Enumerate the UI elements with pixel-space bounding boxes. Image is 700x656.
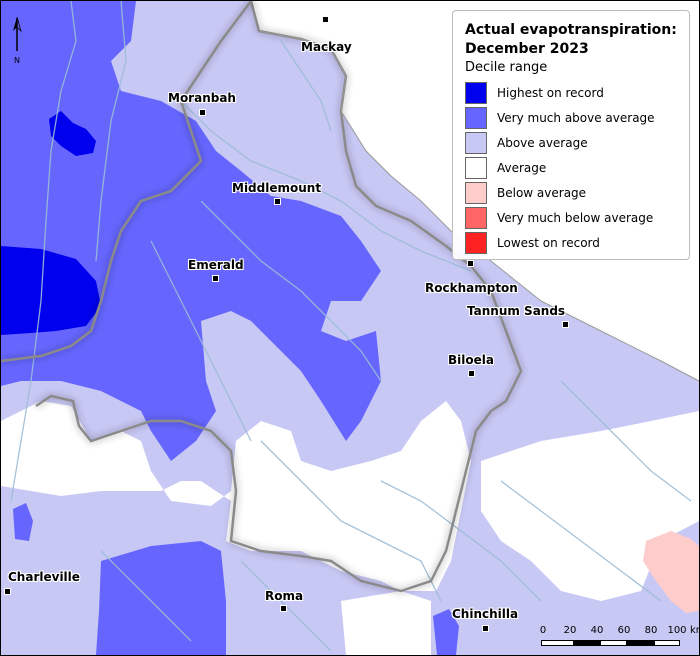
region-very-much-above-sw2: [13, 503, 33, 541]
scale-segment: [654, 640, 680, 646]
legend-swatch: [465, 81, 487, 104]
scale-tick: 80: [644, 625, 658, 636]
scale-bar: 0 20 40 60 80 100 km: [537, 625, 699, 653]
region-highest-small: [49, 111, 96, 156]
town-label-rockhampton: Rockhampton: [425, 281, 518, 295]
legend-item-highest: Highest on record: [465, 80, 677, 105]
legend-label: Below average: [497, 185, 587, 200]
legend-title: Actual evapotranspiration: December 2023: [465, 22, 677, 57]
region-average-south: [341, 591, 431, 655]
legend-swatch: [465, 131, 487, 154]
scale-tick: 100: [667, 625, 687, 636]
north-label: N: [14, 56, 20, 65]
legend-item-lowest: Lowest on record: [465, 230, 677, 255]
town-marker-mackay: [322, 16, 329, 23]
legend-item-below: Below average: [465, 180, 677, 205]
scale-segment: [600, 640, 627, 646]
scale-tick: 60: [617, 625, 631, 636]
town-marker-middlemount: [274, 198, 281, 205]
town-marker-rockhampton: [467, 260, 474, 267]
legend-item-very-much-above: Very much above average: [465, 105, 677, 130]
legend-item-very-much-below: Very much below average: [465, 205, 677, 230]
legend-item-above: Above average: [465, 130, 677, 155]
legend-label: Very much above average: [497, 110, 655, 125]
scale-segment: [541, 640, 574, 646]
town-label-tannum-sands: Tannum Sands: [467, 304, 566, 318]
legend-subtitle: Decile range: [465, 60, 548, 75]
legend-label: Very much below average: [497, 210, 654, 225]
scale-segment: [627, 640, 654, 646]
town-label-chinchilla: Chinchilla: [452, 607, 519, 621]
region-very-much-above-west: [1, 1, 381, 461]
legend: Actual evapotranspiration: December 2023…: [452, 10, 690, 260]
basin-boundary: [35, 1, 523, 593]
town-label-biloela: Biloela: [448, 353, 494, 367]
legend-swatch: [465, 156, 487, 179]
town-marker-charleville: [4, 588, 11, 595]
north-arrow: N: [7, 15, 27, 67]
scale-segment: [574, 640, 600, 646]
scale-tick: 40: [590, 625, 604, 636]
town-label-mackay: Mackay: [301, 40, 352, 54]
legend-label: Average: [497, 160, 547, 175]
region-highest-west: [1, 246, 101, 335]
town-marker-emerald: [212, 275, 219, 282]
region-below-average-se: [643, 531, 699, 613]
scale-tick: 20: [563, 625, 577, 636]
region-very-much-above-chinchilla: [433, 609, 459, 655]
town-label-emerald: Emerald: [188, 258, 244, 272]
legend-label: Above average: [497, 135, 588, 150]
legend-swatch: [465, 181, 487, 204]
town-marker-moranbah: [199, 109, 206, 116]
region-average-west: [1, 426, 111, 496]
legend-label: Highest on record: [497, 85, 604, 100]
coastline: [258, 30, 699, 382]
legend-swatch: [465, 231, 487, 254]
town-label-charleville: Charleville: [8, 570, 80, 584]
legend-swatch: [465, 106, 487, 129]
scale-unit: km: [690, 625, 699, 636]
town-marker-biloela: [468, 370, 475, 377]
town-label-middlemount: Middlemount: [232, 181, 322, 195]
town-marker-chinchilla: [482, 625, 489, 632]
town-label-moranbah: Moranbah: [168, 91, 236, 105]
region-very-much-above-pt: [131, 313, 156, 333]
town-label-roma: Roma: [265, 589, 304, 603]
basin-boundary-west: [1, 1, 252, 363]
town-marker-roma: [280, 605, 287, 612]
legend-item-average: Average: [465, 155, 677, 180]
town-marker-tannum-sands: [562, 321, 569, 328]
legend-swatch: [465, 206, 487, 229]
region-very-much-above-sw: [96, 541, 226, 655]
scale-tick: 0: [539, 625, 547, 636]
legend-label: Lowest on record: [497, 235, 600, 250]
river-network: [10, 1, 692, 652]
